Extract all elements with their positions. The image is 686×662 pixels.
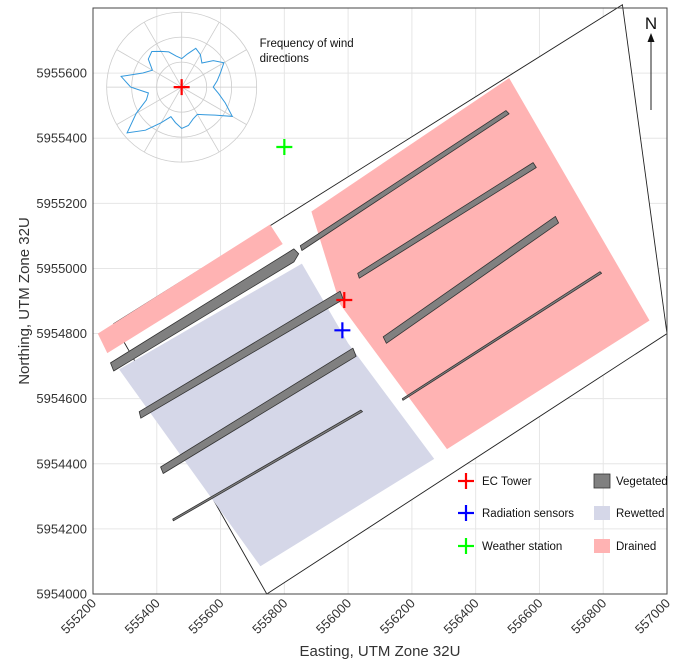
- north-arrow-head: [647, 33, 655, 42]
- wind-rose-label: Frequency of wind directions: [260, 38, 354, 65]
- y-tick-label: 5954200: [36, 521, 87, 536]
- wind-rose-spoke: [181, 86, 220, 153]
- legend-symbol: [458, 473, 474, 489]
- legend-label: Radiation sensors: [482, 508, 574, 520]
- wind-rose-spoke: [116, 86, 182, 125]
- north-label: N: [645, 14, 657, 33]
- wind-rose: Frequency of wind directions: [106, 11, 354, 163]
- vegetated-strip: [357, 162, 537, 279]
- legend-label: EC Tower: [482, 476, 532, 488]
- legend-swatch: [594, 506, 610, 520]
- vegetated-strip: [401, 271, 602, 401]
- legend-label: Weather station: [482, 541, 562, 553]
- wind-rose-label-line: Frequency of wind: [260, 38, 354, 50]
- y-tick-label: 5954800: [36, 326, 87, 341]
- y-tick-label: 5954000: [36, 587, 87, 602]
- north-arrow: N: [645, 14, 657, 110]
- vegetated-strip: [172, 409, 363, 522]
- drained-area: [97, 224, 283, 354]
- area-layer: [97, 3, 668, 595]
- vegetated-strip: [110, 248, 300, 372]
- wind-rose-spoke: [181, 49, 247, 88]
- y-tick-label: 5955000: [36, 261, 87, 276]
- legend-label: Rewetted: [616, 508, 665, 520]
- y-tick-label: 5954600: [36, 391, 87, 406]
- vegetated-strip: [160, 347, 357, 474]
- y-axis-title: Northing, UTM Zone 32U: [16, 217, 33, 385]
- wind-rose-spoke: [116, 49, 182, 88]
- legend-item-ec-tower: EC Tower: [458, 473, 532, 489]
- y-tick-label: 5954400: [36, 456, 87, 471]
- vegetated-strip: [382, 215, 559, 344]
- rewetted-area: [119, 263, 435, 567]
- legend-item-drained: Drained: [594, 539, 656, 553]
- wind-rose-frequency-line: [120, 47, 234, 134]
- radiation-sensors-marker: [334, 322, 351, 339]
- x-axis-title: Easting, UTM Zone 32U: [300, 643, 461, 660]
- marker-layer: [173, 79, 353, 339]
- legend-label: Drained: [616, 541, 656, 553]
- weather-station-marker: [276, 139, 293, 156]
- plot-frame: [92, 7, 668, 595]
- wind-rose-spoke: [143, 22, 182, 88]
- ec-tower-marker: [173, 79, 190, 96]
- legend-label: Vegetated: [616, 476, 668, 488]
- wind-rose-spoke: [143, 86, 182, 153]
- legend: EC Tower Radiation sensors Weather station…: [458, 473, 668, 554]
- wind-rose-label-line: directions: [260, 53, 309, 65]
- drained-area: [311, 78, 650, 450]
- y-tick-label: 5955200: [36, 196, 87, 211]
- legend-swatch: [593, 473, 611, 489]
- y-tick-label: 5955600: [36, 66, 87, 81]
- ec-tower-marker: [336, 292, 353, 309]
- vegetated-strip: [299, 110, 510, 251]
- legend-item-rewetted: Rewetted: [594, 506, 665, 520]
- legend-swatch: [594, 539, 610, 553]
- wind-rose-spoke: [181, 86, 247, 125]
- legend-item-weather-station: Weather station: [458, 538, 562, 554]
- y-tick-label: 5955400: [36, 131, 87, 146]
- legend-item-radiation-sensors: Radiation sensors: [458, 505, 574, 521]
- legend-item-vegetated: Vegetated: [593, 473, 668, 489]
- legend-symbol: [458, 538, 474, 554]
- legend-symbol: [458, 505, 474, 521]
- vegetated-strip-layer: [110, 110, 602, 522]
